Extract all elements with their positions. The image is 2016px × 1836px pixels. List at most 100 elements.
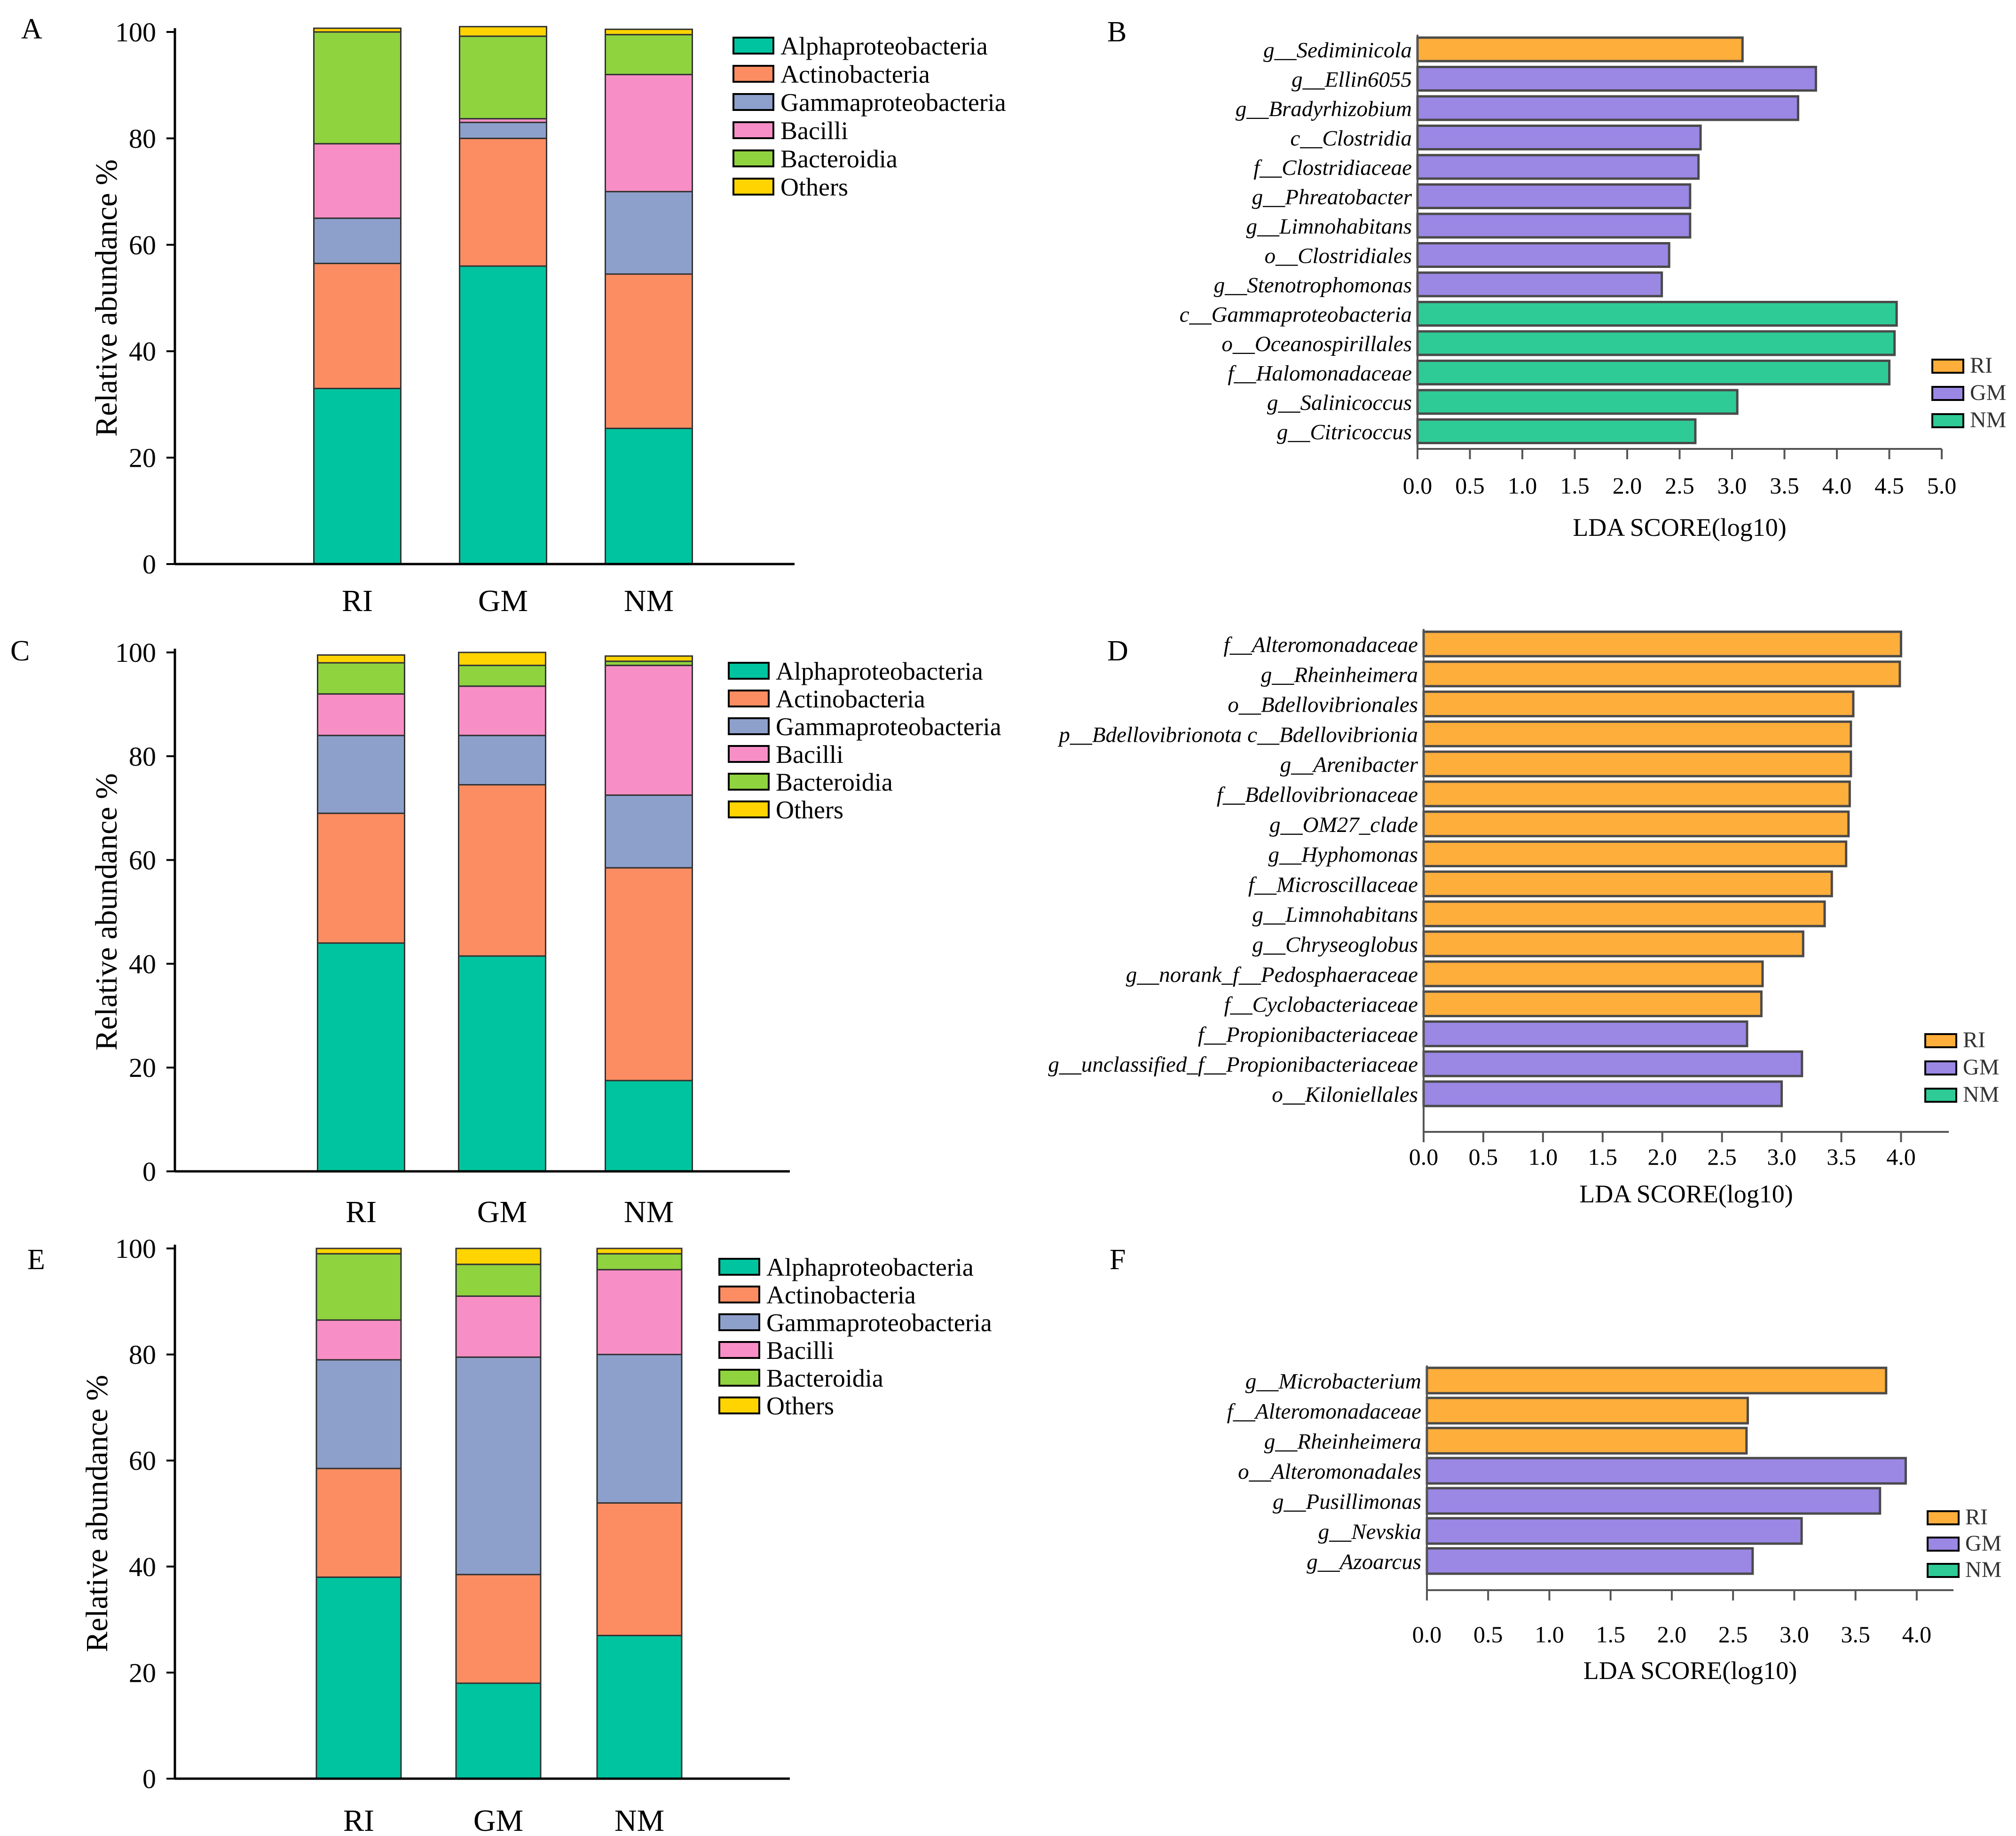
panel-d-legend-label: RI (1963, 1028, 1985, 1052)
panel-d-bar-label: f__Alteromonadaceae (1224, 633, 1418, 657)
panel-e-legend-label: Actinobacteria (766, 1281, 916, 1309)
panel-b-x-tick-label: 4.5 (1874, 472, 1904, 499)
panel-a-y-tick-label: 100 (115, 17, 156, 47)
panel-d-bar-g-norank-f-pedosphaeraceae (1422, 960, 1764, 988)
panel-b-x-axis-label: LDA SCORE(log10) (1573, 513, 1787, 541)
panel-d-bar-label: o__Bdellovibrionales (1228, 693, 1418, 717)
panel-a-legend-label: Gammaproteobacteria (780, 88, 1006, 117)
panel-a-bar-gm-gammaproteobacteria (459, 121, 547, 139)
panel-a-legend-swatch-gammaproteobacteria (732, 93, 774, 111)
panel-a-legend-label: Actinobacteria (780, 60, 930, 88)
panel-d-bar-label: g__Hyphomonas (1268, 843, 1418, 867)
panel-letter-d: D (1107, 635, 1128, 667)
panel-b-x-tick-label: 1.0 (1508, 472, 1537, 499)
panel-b-bar-g-salinicoccus (1416, 389, 1739, 415)
panel-b-bar-label: f__Halomonadaceae (1228, 361, 1412, 386)
panel-f-legend-swatch-nm (1927, 1563, 1960, 1578)
panel-c-bar-ri-bacteroidia (317, 662, 405, 695)
panel-d-x-tick-label: 3.5 (1827, 1144, 1856, 1170)
panel-f-bar-g-pusillimonas (1425, 1487, 1882, 1515)
panel-f-chart: g__Microbacterium f__Alteromonadaceae g__R… (1227, 1365, 2001, 1685)
panel-d-bar-g-om27-clade (1422, 810, 1850, 838)
panel-a-bar-nm-bacilli (605, 74, 693, 193)
panel-d-bar-g-hyphomonas (1422, 840, 1848, 868)
panel-c-bar-gm-actinobacteria (458, 784, 546, 957)
panel-d-legend-swatch-gm (1924, 1060, 1957, 1075)
panel-a-bar-nm-others (605, 28, 693, 36)
panel-c-legend-swatch-others (728, 800, 770, 818)
panel-b-legend-label: RI (1970, 353, 1992, 378)
panel-d-bar-label: f__Bdellovibrionaceae (1217, 783, 1418, 807)
panel-e-bar-nm-others (596, 1248, 683, 1255)
panel-e-y-tick-label: 80 (129, 1340, 156, 1370)
panel-letter-c: C (10, 635, 30, 667)
panel-c-legend-swatch-bacteroidia (728, 773, 770, 791)
panel-d-bar-f-propionibacteriaceae (1422, 1020, 1748, 1047)
panel-b-bar-f-clostridiaceae (1416, 154, 1700, 180)
panel-e-y-tick-label: 100 (115, 1233, 156, 1264)
panel-e-bar-ri-others (315, 1248, 402, 1255)
panel-a-category-label: GM (478, 584, 528, 618)
panel-d-x-tick-label: 3.0 (1767, 1144, 1796, 1170)
panel-f-bar-g-azoarcus (1425, 1547, 1754, 1575)
panel-d-x-tick-label: 1.0 (1528, 1144, 1558, 1170)
panel-b-legend-swatch-gm (1931, 386, 1964, 401)
panel-a-y-tick-label: 0 (142, 549, 156, 580)
panel-b-x-tick-label: 5.0 (1927, 472, 1957, 499)
panel-b-bar-label: o__Clostridiales (1265, 244, 1412, 268)
panel-e-bar-gm-alphaproteobacteria (455, 1682, 542, 1780)
panel-c-legend-label: Bacilli (776, 740, 843, 769)
panel-c-bar-nm-actinobacteria (605, 867, 693, 1082)
panel-f-x-tick-label: 4.0 (1902, 1621, 1932, 1648)
panel-a-y-tick-label: 80 (129, 123, 156, 154)
panel-d-bar-g-rheinheimera (1422, 660, 1901, 688)
panel-e-y-axis-label: Relative abundance % (80, 1375, 114, 1652)
panel-b-bar-label: g__Limnohabitans (1246, 214, 1412, 239)
panel-d-legend-label: NM (1963, 1082, 1999, 1107)
panel-a-y-tick-label: 20 (129, 443, 156, 473)
panel-e-legend-swatch-alphaproteobacteria (718, 1258, 760, 1276)
panel-f-x-tick-label: 0.0 (1412, 1621, 1442, 1648)
panel-a-bar-ri-actinobacteria (313, 262, 402, 389)
panel-e-bar-gm-others (455, 1248, 542, 1265)
panel-letter-b: B (1107, 16, 1126, 48)
panel-d-bar-f-cyclobacteriaceae (1422, 990, 1763, 1018)
panel-d-bar-label: g__OM27_clade (1269, 813, 1418, 837)
panel-f-bar-label: g__Pusillimonas (1273, 1490, 1421, 1514)
panel-a-bar-ri-others (313, 27, 402, 33)
panel-c-legend-label: Others (776, 796, 843, 824)
panel-d-bar-o-kiloniellales (1422, 1080, 1783, 1107)
panel-b-bar-g-bradyrhizobium (1416, 95, 1799, 121)
panel-d-bar-label: g__unclassified_f__Propionibacteriaceae (1048, 1052, 1418, 1077)
panel-d-x-tick-label: 4.0 (1886, 1144, 1916, 1170)
panel-f-x-axis-label: LDA SCORE(log10) (1583, 1656, 1797, 1685)
panel-b-bar-g-sediminicola (1416, 36, 1744, 63)
panel-e-bar-gm-gammaproteobacteria (455, 1356, 542, 1576)
panel-c-bar-nm-bacilli (605, 665, 693, 796)
panel-d-bar-label: f__Propionibacteriaceae (1198, 1022, 1418, 1047)
panel-b-x-tick-label: 3.5 (1770, 472, 1799, 499)
panel-d-bar-f-alteromonadaceae (1422, 630, 1902, 658)
panel-b-legend-label: NM (1970, 408, 2006, 432)
panel-a-legend-label: Alphaproteobacteria (780, 32, 988, 60)
panel-c-y-tick-label: 80 (129, 741, 156, 772)
panel-e-bar-ri-actinobacteria (315, 1467, 402, 1578)
panel-e-legend-label: Alphaproteobacteria (766, 1253, 974, 1281)
panel-e-legend-swatch-gammaproteobacteria (718, 1313, 760, 1331)
panel-a-bar-nm-gammaproteobacteria (605, 191, 693, 275)
panel-f-legend-label: RI (1965, 1505, 1988, 1530)
panel-f-x-tick-label: 0.5 (1473, 1621, 1503, 1648)
panel-f-x-tick-label: 1.5 (1596, 1621, 1625, 1648)
panel-f-bar-label: g__Nevskia (1318, 1520, 1421, 1544)
panel-a-legend-label: Bacteroidia (780, 145, 898, 173)
panel-e-bar-ri-alphaproteobacteria (315, 1576, 402, 1780)
panel-c-bar-nm-alphaproteobacteria (605, 1080, 693, 1172)
panel-c-legend-label: Gammaproteobacteria (776, 713, 1001, 741)
panel-c-category-label: GM (477, 1195, 527, 1229)
panel-d-bar-label: g__Limnohabitans (1252, 902, 1418, 927)
panel-b-bar-label: f__Clostridiaceae (1253, 156, 1412, 180)
panel-e-category-label: RI (343, 1804, 374, 1836)
panel-b-bar-label: g__Bradyrhizobium (1236, 97, 1412, 121)
panel-b-bar-o-oceanospirillales (1416, 330, 1896, 356)
